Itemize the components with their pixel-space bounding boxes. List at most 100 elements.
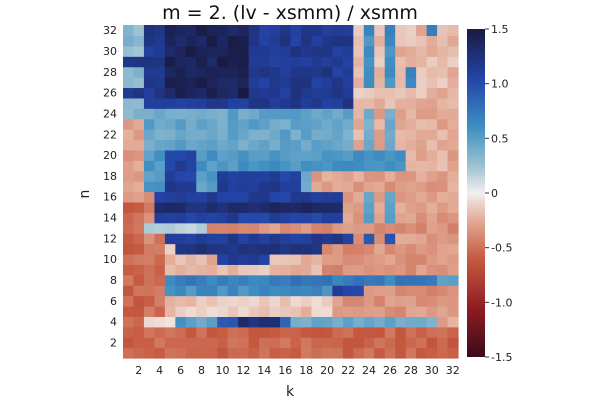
heatmap-cell <box>259 45 271 57</box>
heatmap-cell <box>416 253 428 265</box>
y-axis-label: n <box>77 190 93 199</box>
heatmap-cell <box>280 316 292 328</box>
heatmap-cell <box>206 222 218 234</box>
heatmap-cell <box>185 108 197 120</box>
heatmap-cell <box>143 243 156 255</box>
heatmap-cell <box>206 160 218 172</box>
heatmap-cell <box>363 97 375 109</box>
heatmap-cell <box>133 77 145 89</box>
heatmap-cell <box>206 305 218 317</box>
heatmap-cell <box>332 201 344 213</box>
heatmap-cell <box>185 87 197 99</box>
heatmap-cell <box>164 118 176 130</box>
heatmap-cell <box>311 66 323 78</box>
heatmap-cell <box>238 326 250 338</box>
heatmap-cell <box>363 274 375 286</box>
heatmap-cell <box>437 347 449 359</box>
heatmap-cell <box>196 295 208 307</box>
heatmap-cell <box>363 139 375 151</box>
heatmap-cell <box>447 25 459 37</box>
heatmap-cell <box>426 305 438 317</box>
heatmap-cell <box>196 25 208 37</box>
heatmap-cell <box>353 305 365 317</box>
heatmap-cell <box>437 77 449 89</box>
x-tick-label: 32 <box>446 364 460 377</box>
heatmap-cell <box>374 285 386 297</box>
heatmap-cell <box>143 87 156 99</box>
heatmap-cell <box>405 181 417 193</box>
heatmap-cell <box>395 201 407 213</box>
chart-title: m = 2. (lv - xsmm) / xsmm <box>162 2 418 24</box>
heatmap-cell <box>259 295 271 307</box>
heatmap-cell <box>405 45 417 57</box>
heatmap-cell <box>342 274 354 286</box>
heatmap-cell <box>133 316 145 328</box>
heatmap-cell <box>133 264 145 276</box>
heatmap-cell <box>405 233 417 245</box>
heatmap-cell <box>248 170 260 182</box>
heatmap-cell <box>447 149 459 161</box>
heatmap-cell <box>269 149 281 161</box>
heatmap-cell <box>405 87 417 99</box>
heatmap-cell <box>384 243 396 255</box>
heatmap-cell <box>196 274 208 286</box>
heatmap-cell <box>133 45 145 57</box>
heatmap-cell <box>290 243 302 255</box>
heatmap-cell <box>259 77 271 89</box>
heatmap-cell <box>342 35 354 47</box>
heatmap-cell <box>437 118 449 130</box>
x-tick-label: 10 <box>216 364 230 377</box>
heatmap-cell <box>143 160 156 172</box>
heatmap-cell <box>175 243 187 255</box>
heatmap-cell <box>196 56 208 68</box>
heatmap-cell <box>175 87 187 99</box>
heatmap-cell <box>206 56 218 68</box>
heatmap-cell <box>321 118 333 130</box>
heatmap-cell <box>395 181 407 193</box>
heatmap-cell <box>143 201 156 213</box>
heatmap-cell <box>290 274 302 286</box>
heatmap-cell <box>143 77 156 89</box>
heatmap-cell <box>248 108 260 120</box>
heatmap-cell <box>332 222 344 234</box>
heatmap-cell <box>133 139 145 151</box>
heatmap-cell <box>175 285 187 297</box>
heatmap-cell <box>123 87 135 99</box>
heatmap-cell <box>447 212 459 224</box>
heatmap-cell <box>269 305 281 317</box>
heatmap-cell <box>154 233 166 245</box>
heatmap-cell <box>206 295 218 307</box>
x-tick-label: 18 <box>299 364 313 377</box>
heatmap-cell <box>311 25 323 37</box>
heatmap-cell <box>217 149 229 161</box>
heatmap-cell <box>437 285 449 297</box>
heatmap-cell <box>185 45 197 57</box>
heatmap-cell <box>217 233 229 245</box>
heatmap-cell <box>321 108 333 120</box>
heatmap-cell <box>363 118 375 130</box>
heatmap-cell <box>154 264 166 276</box>
heatmap-cell <box>374 118 386 130</box>
heatmap-cell <box>185 56 197 68</box>
heatmap-cell <box>164 285 176 297</box>
heatmap-cell <box>143 264 156 276</box>
heatmap-cell <box>447 108 459 120</box>
heatmap-cell <box>416 108 428 120</box>
heatmap-cell <box>217 285 229 297</box>
heatmap-cell <box>290 118 302 130</box>
heatmap-cell <box>363 66 375 78</box>
heatmap-cell <box>311 97 323 109</box>
heatmap-cell <box>426 25 438 37</box>
heatmap-cell <box>426 253 438 265</box>
heatmap-cell <box>227 274 239 286</box>
heatmap-cell <box>384 305 396 317</box>
heatmap-cell <box>374 108 386 120</box>
heatmap-cell <box>300 149 313 161</box>
heatmap-cell <box>185 35 197 47</box>
heatmap-cell <box>248 118 260 130</box>
heatmap-cell <box>185 149 197 161</box>
heatmap-cell <box>217 337 229 349</box>
heatmap-cell <box>353 222 365 234</box>
heatmap-cell <box>185 264 197 276</box>
heatmap-cell <box>426 274 438 286</box>
